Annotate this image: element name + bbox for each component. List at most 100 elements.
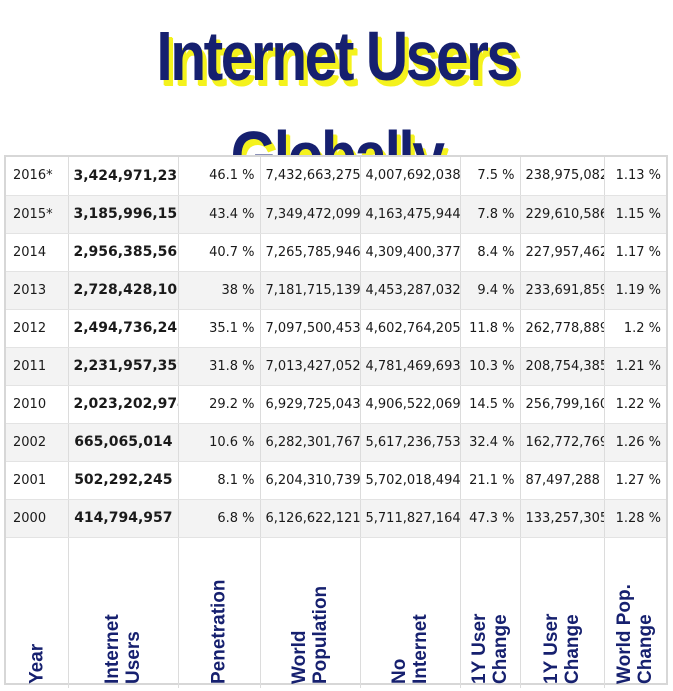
user-change-pct-cell: 47.3 % (460, 499, 521, 538)
world-pop-change-cell: 1.2 % (604, 309, 666, 348)
world-population-cell: 6,204,310,739 (260, 461, 361, 500)
year-cell: 2014 (6, 233, 69, 272)
penetration-cell: 46.1 % (178, 157, 261, 196)
year-cell: 2010 (6, 385, 69, 424)
user-change-pct-cell: 10.3 % (460, 347, 521, 386)
world-pop-change-cell: 1.22 % (604, 385, 666, 424)
world-pop-change-cell: 1.17 % (604, 233, 666, 272)
column-header-label: Year (26, 643, 48, 684)
world-pop-change-cell: 1.15 % (604, 195, 666, 234)
internet-users-cell: 2,728,428,107 (68, 271, 179, 310)
user-change-cell: 229,610,586 (520, 195, 605, 234)
user-change-pct-cell: 7.8 % (460, 195, 521, 234)
world-pop-change-cell: 1.28 % (604, 499, 666, 538)
user-change-pct-cell: 9.4 % (460, 271, 521, 310)
column-header-label: 1Y User Change (469, 613, 511, 684)
table-row: 2014 2,956,385,569 40.7 % 7,265,785,946 4,30… (6, 233, 666, 272)
header-row: Year Internet Users Penetration World Popul… (6, 537, 666, 688)
penetration-cell: 29.2 % (178, 385, 261, 424)
column-header-label: 1Y User Change (541, 613, 583, 684)
column-header-no-internet: No Internet (360, 537, 461, 688)
penetration-cell: 35.1 % (178, 309, 261, 348)
penetration-cell: 40.7 % (178, 233, 261, 272)
table-row: 2013 2,728,428,107 38 % 7,181,715,139 4,453,… (6, 271, 666, 310)
penetration-cell: 31.8 % (178, 347, 261, 386)
world-population-cell: 6,282,301,767 (260, 423, 361, 462)
column-header-label: World Pop. Change (614, 583, 657, 684)
user-change-cell: 233,691,859 (520, 271, 605, 310)
year-cell: 2016* (6, 157, 69, 196)
user-change-cell: 208,754,385 (520, 347, 605, 386)
no-internet-cell: 5,702,018,494 (360, 461, 461, 500)
table-row: 2001 502,292,245 8.1 % 6,204,310,739 5,702,0… (6, 461, 666, 500)
penetration-cell: 10.6 % (178, 423, 261, 462)
no-internet-cell: 5,711,827,164 (360, 499, 461, 538)
no-internet-cell: 4,007,692,038 (360, 157, 461, 196)
internet-users-cell: 2,023,202,974 (68, 385, 179, 424)
column-headers: Year Internet Users Penetration World Popul… (6, 537, 666, 688)
penetration-cell: 38 % (178, 271, 261, 310)
user-change-cell: 227,957,462 (520, 233, 605, 272)
user-change-pct-cell: 7.5 % (460, 157, 521, 196)
user-change-cell: 162,772,769 (520, 423, 605, 462)
column-header-internet-users: Internet Users (68, 537, 179, 688)
year-cell: 2001 (6, 461, 69, 500)
data-table: 2016* 3,424,971,237 46.1 % 7,432,663,275 4,0… (6, 157, 666, 688)
column-header-user-change-pct: 1Y User Change (460, 537, 521, 688)
internet-users-cell: 502,292,245 (68, 461, 179, 500)
user-change-pct-cell: 8.4 % (460, 233, 521, 272)
no-internet-cell: 4,453,287,032 (360, 271, 461, 310)
internet-users-cell: 414,794,957 (68, 499, 179, 538)
world-pop-change-cell: 1.26 % (604, 423, 666, 462)
table-row: 2015* 3,185,996,155 43.4 % 7,349,472,099 4,1… (6, 195, 666, 234)
world-population-cell: 7,181,715,139 (260, 271, 361, 310)
world-population-cell: 6,929,725,043 (260, 385, 361, 424)
table-body: 2016* 3,424,971,237 46.1 % 7,432,663,275 4,0… (6, 157, 666, 538)
year-cell: 2015* (6, 195, 69, 234)
table-row: 2000 414,794,957 6.8 % 6,126,622,121 5,711,8… (6, 499, 666, 538)
user-change-cell: 262,778,889 (520, 309, 605, 348)
user-change-pct-cell: 32.4 % (460, 423, 521, 462)
column-header-penetration: Penetration (178, 537, 261, 688)
year-cell: 2013 (6, 271, 69, 310)
world-pop-change-cell: 1.13 % (604, 157, 666, 196)
penetration-cell: 8.1 % (178, 461, 261, 500)
user-change-pct-cell: 11.8 % (460, 309, 521, 348)
world-population-cell: 7,097,500,453 (260, 309, 361, 348)
world-pop-change-cell: 1.21 % (604, 347, 666, 386)
world-pop-change-cell: 1.19 % (604, 271, 666, 310)
internet-users-cell: 3,424,971,237 (68, 157, 179, 196)
no-internet-cell: 4,309,400,377 (360, 233, 461, 272)
internet-users-cell: 2,231,957,359 (68, 347, 179, 386)
no-internet-cell: 4,163,475,944 (360, 195, 461, 234)
no-internet-cell: 4,602,764,205 (360, 309, 461, 348)
table-row: 2016* 3,424,971,237 46.1 % 7,432,663,275 4,0… (6, 157, 666, 196)
no-internet-cell: 4,781,469,693 (360, 347, 461, 386)
year-cell: 2000 (6, 499, 69, 538)
world-pop-change-cell: 1.27 % (604, 461, 666, 500)
table-row: 2002 665,065,014 10.6 % 6,282,301,767 5,617,… (6, 423, 666, 462)
world-population-cell: 7,432,663,275 (260, 157, 361, 196)
column-header-year: Year (6, 537, 69, 688)
world-population-cell: 7,349,472,099 (260, 195, 361, 234)
user-change-pct-cell: 14.5 % (460, 385, 521, 424)
internet-users-table: 2016* 3,424,971,237 46.1 % 7,432,663,275 4,0… (4, 155, 668, 688)
internet-users-cell: 665,065,014 (68, 423, 179, 462)
column-header-label: Penetration (208, 578, 230, 684)
no-internet-cell: 5,617,236,753 (360, 423, 461, 462)
year-cell: 2011 (6, 347, 69, 386)
column-header-user-change: 1Y User Change (520, 537, 605, 688)
table-row: 2010 2,023,202,974 29.2 % 6,929,725,043 4,90… (6, 385, 666, 424)
world-population-cell: 7,265,785,946 (260, 233, 361, 272)
penetration-cell: 43.4 % (178, 195, 261, 234)
column-header-world-population: World Population (260, 537, 361, 688)
user-change-pct-cell: 21.1 % (460, 461, 521, 500)
column-header-world-pop-change: World Pop. Change (604, 537, 666, 688)
internet-users-cell: 2,956,385,569 (68, 233, 179, 272)
table-row: 2011 2,231,957,359 31.8 % 7,013,427,052 4,78… (6, 347, 666, 386)
world-population-cell: 6,126,622,121 (260, 499, 361, 538)
user-change-cell: 256,799,160 (520, 385, 605, 424)
year-cell: 2002 (6, 423, 69, 462)
column-header-label: No Internet (389, 613, 431, 684)
user-change-cell: 238,975,082 (520, 157, 605, 196)
